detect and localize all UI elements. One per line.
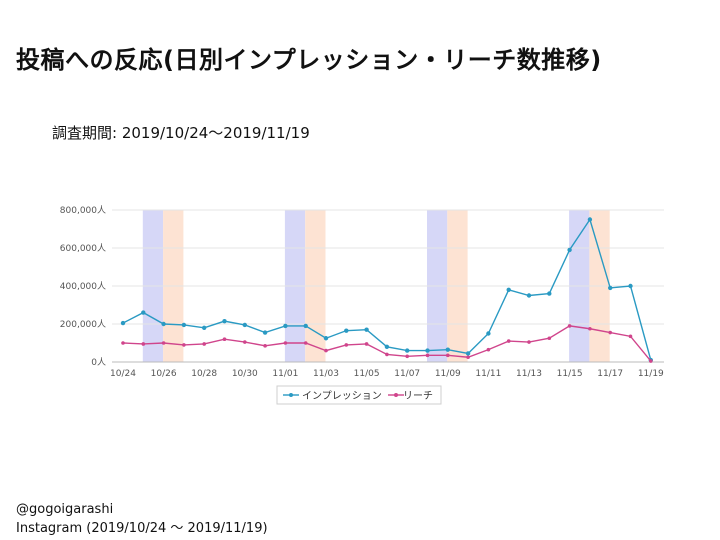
- footer-account: @gogoigarashi: [16, 502, 114, 517]
- x-tick-label: 11/05: [354, 369, 380, 379]
- data-point: [445, 347, 450, 352]
- data-point: [526, 293, 532, 298]
- data-point: [466, 355, 470, 360]
- x-axis-ticks: 10/24 10/26 10/28 10/30 11/01 11/03 11/05 11/07…: [110, 369, 664, 379]
- x-tick-label: 11/09: [435, 369, 461, 379]
- data-point: [364, 327, 369, 332]
- x-tick-label: 10/26: [151, 369, 177, 379]
- data-point: [405, 354, 410, 359]
- legend-label: インプレッション: [302, 390, 382, 402]
- data-point: [181, 322, 187, 328]
- data-point: [283, 341, 288, 345]
- page-title: 投稿への反応(日別インプレッション・リーチ数推移): [16, 46, 602, 74]
- series-lines: [120, 217, 653, 363]
- data-point: [222, 337, 227, 342]
- survey-period: 調査期間: 2019/10/24～2019/11/19: [52, 124, 310, 142]
- data-point: [202, 342, 206, 346]
- x-tick-label: 11/17: [597, 369, 623, 379]
- data-point: [465, 351, 471, 356]
- data-point: [587, 217, 593, 222]
- data-point: [527, 340, 531, 344]
- data-point: [243, 340, 247, 344]
- legend-swatch-point: [289, 393, 293, 397]
- footer-source: Instagram (2019/10/24 ～ 2019/11/19): [16, 521, 268, 536]
- chart-legend: インプレッション リーチ: [276, 385, 442, 405]
- data-point: [242, 322, 247, 328]
- data-point: [161, 321, 166, 327]
- data-point: [141, 310, 146, 315]
- footer: @gogoigarashi Instagram (2019/10/24 ～ 20…: [16, 500, 268, 538]
- data-point: [121, 341, 125, 345]
- data-point: [547, 336, 552, 341]
- y-tick-label: 0人: [91, 357, 106, 368]
- x-tick-label: 11/13: [516, 369, 542, 379]
- data-point: [425, 353, 430, 358]
- data-point: [283, 323, 288, 329]
- x-tick-label: 10/30: [232, 369, 258, 379]
- x-tick-label: 11/03: [313, 369, 339, 379]
- x-tick-label: 11/15: [557, 369, 583, 379]
- data-point: [547, 291, 552, 296]
- y-tick-label: 800,000人: [60, 205, 106, 216]
- data-point: [303, 341, 308, 345]
- data-point: [222, 318, 227, 324]
- data-point: [628, 334, 633, 339]
- data-point: [567, 324, 572, 328]
- data-point: [323, 336, 329, 341]
- data-point: [182, 343, 186, 347]
- x-tick-label: 11/19: [638, 369, 664, 379]
- data-point: [486, 331, 491, 336]
- data-point: [303, 323, 308, 329]
- data-point: [385, 352, 389, 357]
- data-point: [405, 348, 410, 353]
- legend-box: [276, 385, 442, 405]
- y-tick-label: 200,000人: [60, 319, 106, 330]
- data-point: [506, 287, 511, 292]
- data-point: [384, 344, 390, 349]
- data-point: [608, 330, 612, 335]
- data-point: [344, 343, 349, 347]
- data-point: [486, 347, 491, 352]
- legend-swatch-point: [394, 393, 398, 397]
- data-point: [120, 320, 126, 326]
- x-tick-label: 10/24: [110, 369, 136, 379]
- data-point: [161, 341, 166, 345]
- x-tick-label: 11/11: [475, 369, 501, 379]
- data-point: [608, 285, 613, 291]
- data-point: [588, 326, 592, 331]
- x-tick-label: 10/28: [191, 369, 217, 379]
- y-tick-label: 600,000人: [60, 243, 106, 254]
- data-point: [364, 342, 369, 346]
- data-point: [567, 247, 572, 253]
- data-point: [202, 325, 207, 330]
- x-tick-label: 11/01: [272, 369, 298, 379]
- data-point: [263, 344, 267, 348]
- data-point: [425, 348, 430, 353]
- data-point: [324, 348, 328, 353]
- data-point: [506, 339, 511, 343]
- chart-grid: [112, 209, 664, 363]
- data-point: [141, 342, 146, 346]
- data-point: [628, 283, 633, 289]
- x-tick-label: 11/07: [394, 369, 420, 379]
- legend-label: リーチ: [403, 390, 433, 402]
- y-tick-label: 400,000人: [60, 281, 106, 292]
- data-point: [262, 330, 268, 335]
- data-point: [344, 328, 349, 333]
- data-point: [446, 353, 450, 358]
- data-point: [649, 359, 653, 363]
- y-axis-ticks: 0人 200,000人 400,000人 600,000人 800,000人: [60, 205, 106, 368]
